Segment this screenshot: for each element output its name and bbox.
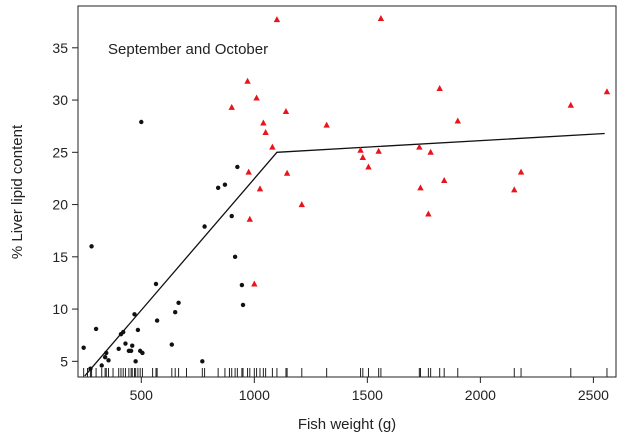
data-point-circle [240,302,246,308]
data-point-circle [121,329,126,335]
data-point-circle [176,300,181,305]
data-point-triangle [417,184,424,191]
data-point-circle [133,359,138,364]
data-point-triangle [260,119,267,126]
data-point-triangle [253,94,260,101]
data-point-triangle [603,88,611,95]
data-point-circle [235,164,240,170]
data-point-circle [200,359,205,364]
data-point-triangle [567,101,574,108]
fit-line-path [84,132,605,377]
data-point-triangle [377,15,385,22]
x-tick-label: 2000 [465,387,496,403]
data-point-circle [132,312,137,317]
data-point-triangle [256,185,264,192]
data-point-circle [169,342,175,347]
data-point-triangle [517,168,525,175]
data-point-circle [139,119,144,125]
x-axis: 500 1000 1500 2000 2500 [130,377,609,403]
x-tick-label: 2500 [578,387,609,403]
data-point-triangle [228,103,235,110]
data-point-triangle [357,146,364,153]
data-point-triangle [262,128,269,135]
data-point-triangle [359,154,367,161]
data-point-circle [140,350,145,356]
y-tick-label: 35 [52,40,68,56]
x-axis-title: Fish weight (g) [298,416,396,433]
data-point-circle [88,366,93,371]
data-point-circle [123,341,128,346]
data-point-circle [102,354,108,360]
data-point-circle [135,327,141,333]
data-point-triangle [273,16,281,23]
data-point-circle [222,182,228,187]
data-point-triangle [436,85,443,92]
data-point-triangle [454,117,461,124]
data-point-circle [202,224,207,229]
data-point-circle [153,281,159,287]
data-point-triangle [269,143,276,150]
y-axis-title: % Liver lipid content [9,124,26,259]
plot-frame [77,5,617,378]
data-point-circle [232,254,238,260]
x-tick-label: 1000 [239,387,270,403]
data-point-triangle [425,210,432,217]
data-point-triangle [246,215,253,222]
data-point-triangle [282,108,290,115]
data-point-triangle [365,163,372,170]
data-point-circle [106,358,111,363]
fit-line [84,132,605,377]
data-point-circle [128,348,134,354]
data-point-triangle [283,169,291,176]
data-point-circle [173,310,178,315]
data-point-circle [104,350,109,356]
data-point-triangle [511,186,518,193]
data-point-triangle [245,168,252,175]
y-tick-label: 10 [52,301,68,317]
data-point-circle [81,345,86,350]
data-point-circle [99,363,104,368]
y-tick-label: 15 [52,249,68,265]
data-point-triangle [427,148,434,155]
data-point-triangle [251,280,258,287]
data-point-circle [154,318,160,323]
chart-annotation: September and October [108,41,268,58]
data-point-circle [116,346,121,351]
data-point-circle [229,213,234,219]
x-tick-label: 1500 [352,387,383,403]
y-tick-label: 30 [52,92,68,108]
y-tick-label: 5 [60,353,68,369]
y-axis: 5 10 15 20 25 30 35 [52,40,78,369]
rug-marks [83,368,608,377]
x-tick-label: 500 [130,387,154,403]
data-point-triangle [416,143,423,150]
data-point-triangle [375,147,382,154]
data-point-circle [130,343,135,348]
data-point-triangle [244,77,251,84]
data-point-circle [93,326,99,332]
data-point-triangle [323,121,330,128]
y-tick-label: 20 [52,197,68,213]
data-point-triangle [298,201,305,208]
data-point-circle [215,185,221,191]
data-points [81,15,611,371]
data-point-circle [89,244,94,249]
data-point-triangle [441,177,448,184]
y-tick-label: 25 [52,144,68,160]
data-point-circle [239,282,245,288]
